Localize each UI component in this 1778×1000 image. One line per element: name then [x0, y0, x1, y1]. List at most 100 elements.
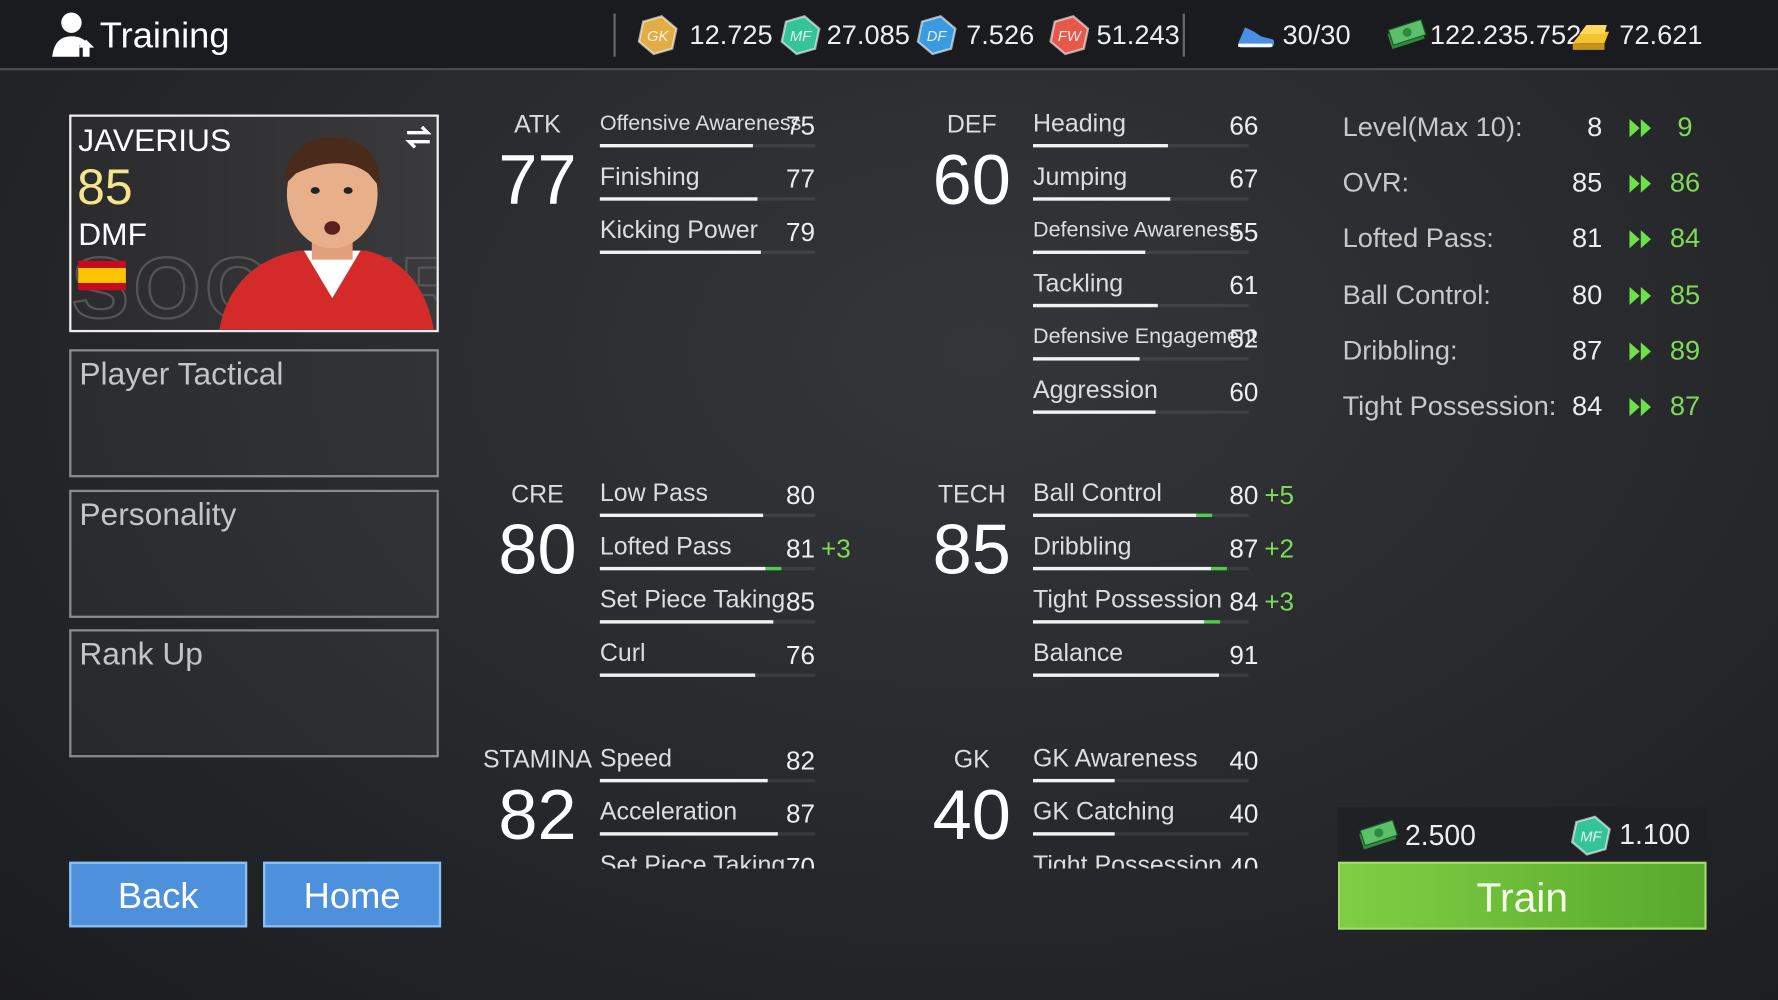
group-label: CRE	[511, 479, 564, 508]
currency-icon: MF	[780, 15, 821, 56]
currency-icon: GK	[637, 15, 678, 56]
stat-bar-track	[1033, 357, 1249, 361]
upgrade-next: 9	[1677, 112, 1693, 143]
stats-area: ATK 77 Offensive Awareness 75 Finishing 77 Kic…	[482, 109, 1295, 869]
stat-bar-bonus	[765, 566, 782, 571]
upgrade-next: 89	[1669, 335, 1701, 366]
stat-value: 91	[1229, 640, 1259, 670]
stat-name: Tackling	[1033, 268, 1124, 298]
currency-icon-label: GK	[647, 29, 669, 45]
stat-name: Ball Control	[1033, 478, 1162, 507]
currency-amount: 12.725	[689, 20, 773, 52]
separator	[613, 13, 616, 57]
stat-value: 55	[1229, 217, 1259, 247]
menu-label: Rank Up	[79, 636, 203, 672]
upgrade-current: 81	[1571, 223, 1603, 255]
stat-value: 61	[1229, 270, 1259, 300]
stat-value: 52	[1229, 323, 1259, 354]
stat-name: Offensive Awareness	[599, 111, 802, 136]
energy: 30/30	[1282, 20, 1351, 52]
stat-value: 60	[1229, 376, 1259, 407]
stat-name: Defensive Awareness	[1033, 218, 1240, 243]
currency-amount: 27.085	[826, 20, 910, 52]
stat-bar	[599, 778, 768, 783]
stat-bar	[1033, 303, 1158, 308]
group-value: 80	[498, 511, 577, 590]
stat-name: GK Catching	[1033, 797, 1175, 826]
group-value: 77	[498, 141, 577, 220]
stat-name: Jumping	[1033, 162, 1128, 191]
upgrade-label: OVR:	[1342, 168, 1410, 199]
group-value: 40	[932, 776, 1011, 855]
stat-value: 85	[786, 586, 816, 617]
menu-item[interactable]: Rank Up	[69, 629, 439, 758]
player-name: JAVERIUS	[78, 122, 232, 158]
flag	[78, 260, 126, 291]
cash-icon	[1359, 819, 1399, 850]
gold-icon	[1572, 24, 1610, 50]
stat-name: Kicking Power	[599, 215, 758, 244]
stat-bar	[599, 620, 774, 624]
stat-bonus: +3	[1264, 586, 1295, 617]
stat-value: 40	[1229, 852, 1259, 869]
home-button[interactable]: Home	[263, 861, 442, 928]
stat-bar	[1033, 410, 1156, 414]
stat-name: Curl	[599, 638, 646, 667]
stat-bar	[1033, 143, 1168, 148]
stat-bar	[599, 673, 755, 677]
stat-name: Speed	[599, 743, 672, 773]
stat-value: 81	[786, 533, 816, 563]
stat-name: GK Awareness	[1033, 743, 1198, 773]
stat-value: 40	[1229, 798, 1259, 829]
menu-item[interactable]: Player Tactical	[69, 349, 439, 478]
stat-value: 82	[786, 745, 816, 775]
stat-bar	[1033, 673, 1219, 677]
stat-value: 70	[786, 852, 816, 869]
upgrade-label: Dribbling:	[1342, 335, 1458, 366]
upgrade-next: 85	[1669, 279, 1701, 311]
menu-item[interactable]: Personality	[69, 489, 439, 618]
upgrade-label: Lofted Pass:	[1342, 223, 1494, 255]
cash-icon	[1387, 19, 1427, 50]
stat-bar	[1033, 357, 1140, 361]
upgrade-arrow	[1629, 174, 1652, 193]
stat-bar-bonus	[1204, 620, 1221, 624]
cash-amount: 122.235.752	[1429, 20, 1582, 52]
stat-bar	[599, 250, 762, 254]
currency-amount: 7.526	[966, 20, 1035, 52]
separator	[1182, 13, 1185, 57]
stat-bar	[599, 143, 753, 148]
button-label: Train	[1476, 874, 1569, 921]
menu-label: Player Tactical	[79, 356, 284, 392]
train-button[interactable]: Train	[1338, 861, 1707, 930]
stat-value: 77	[786, 163, 816, 194]
currency-icon-label: MF	[790, 29, 812, 45]
currency-icon: DF	[916, 15, 957, 56]
group-label: TECH	[937, 479, 1006, 508]
stat-bar	[599, 832, 778, 836]
stat-bonus: +3	[820, 533, 851, 563]
button-label: Back	[117, 875, 199, 917]
group-value: 82	[498, 776, 577, 855]
menu-label: Personality	[79, 496, 237, 532]
upgrade-current: 84	[1571, 391, 1603, 422]
cost-cash: 2.500	[1404, 820, 1476, 853]
group-label: ATK	[514, 109, 561, 139]
stat-name: Low Pass	[599, 478, 709, 507]
upgrade-current: 8	[1587, 112, 1603, 143]
upgrade-current: 80	[1571, 279, 1603, 311]
upgrade-label: Level(Max 10):	[1342, 112, 1523, 143]
stat-value: 80	[1229, 480, 1259, 510]
stat-value: 40	[1229, 745, 1259, 775]
upgrade-next: 87	[1669, 391, 1701, 422]
currency-icon: MF	[1570, 815, 1611, 856]
stat-value: 75	[786, 110, 816, 141]
group-label: STAMINA	[482, 744, 593, 774]
swap-icon[interactable]	[405, 125, 432, 149]
player-card[interactable]: SOCCER JAVERIUS 85 DMF	[69, 114, 439, 333]
back-button[interactable]: Back	[69, 861, 248, 928]
screen-title: Training	[99, 14, 230, 56]
energy-icon	[1238, 27, 1275, 48]
currency-icon-label: MF	[1580, 829, 1602, 845]
currency-icon: FW	[1049, 15, 1090, 56]
